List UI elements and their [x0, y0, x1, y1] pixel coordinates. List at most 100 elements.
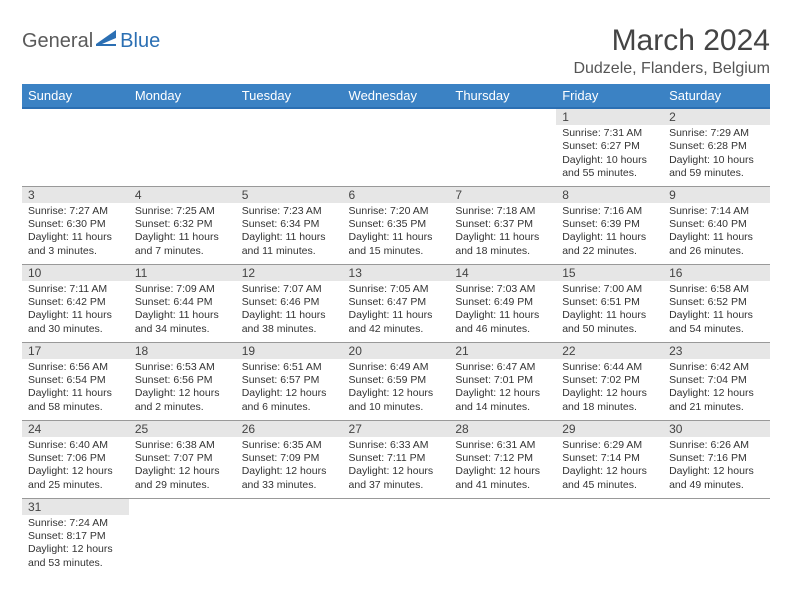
day-header: Friday: [556, 84, 663, 108]
calendar-day-cell: 31Sunrise: 7:24 AMSunset: 8:17 PMDayligh…: [22, 498, 129, 576]
day-number: 19: [236, 343, 343, 359]
page-header: General Blue March 2024 Dudzele, Flander…: [22, 24, 770, 78]
calendar-day-cell: 28Sunrise: 6:31 AMSunset: 7:12 PMDayligh…: [449, 420, 556, 498]
day-number: 24: [22, 421, 129, 437]
calendar-day-cell: [663, 498, 770, 576]
day-number: 23: [663, 343, 770, 359]
title-block: March 2024 Dudzele, Flanders, Belgium: [573, 24, 770, 78]
day-number: 11: [129, 265, 236, 281]
day-number: 28: [449, 421, 556, 437]
calendar-day-cell: 23Sunrise: 6:42 AMSunset: 7:04 PMDayligh…: [663, 342, 770, 420]
calendar-day-cell: 24Sunrise: 6:40 AMSunset: 7:06 PMDayligh…: [22, 420, 129, 498]
location: Dudzele, Flanders, Belgium: [573, 60, 770, 78]
calendar-week-row: 31Sunrise: 7:24 AMSunset: 8:17 PMDayligh…: [22, 498, 770, 576]
day-number: 16: [663, 265, 770, 281]
calendar-week-row: 24Sunrise: 6:40 AMSunset: 7:06 PMDayligh…: [22, 420, 770, 498]
day-details: Sunrise: 6:40 AMSunset: 7:06 PMDaylight:…: [22, 437, 129, 496]
calendar-day-cell: 20Sunrise: 6:49 AMSunset: 6:59 PMDayligh…: [343, 342, 450, 420]
day-details: Sunrise: 6:53 AMSunset: 6:56 PMDaylight:…: [129, 359, 236, 418]
day-details: Sunrise: 6:31 AMSunset: 7:12 PMDaylight:…: [449, 437, 556, 496]
day-number: 14: [449, 265, 556, 281]
day-number: 2: [663, 109, 770, 125]
day-details: Sunrise: 7:18 AMSunset: 6:37 PMDaylight:…: [449, 203, 556, 262]
month-title: March 2024: [573, 24, 770, 58]
calendar-day-cell: 21Sunrise: 6:47 AMSunset: 7:01 PMDayligh…: [449, 342, 556, 420]
day-number: 18: [129, 343, 236, 359]
day-details: Sunrise: 6:38 AMSunset: 7:07 PMDaylight:…: [129, 437, 236, 496]
day-number: 26: [236, 421, 343, 437]
day-details: Sunrise: 7:07 AMSunset: 6:46 PMDaylight:…: [236, 281, 343, 340]
calendar-day-cell: 1Sunrise: 7:31 AMSunset: 6:27 PMDaylight…: [556, 108, 663, 186]
calendar-day-cell: 15Sunrise: 7:00 AMSunset: 6:51 PMDayligh…: [556, 264, 663, 342]
day-details: Sunrise: 7:11 AMSunset: 6:42 PMDaylight:…: [22, 281, 129, 340]
calendar-week-row: 1Sunrise: 7:31 AMSunset: 6:27 PMDaylight…: [22, 108, 770, 186]
day-details: Sunrise: 6:33 AMSunset: 7:11 PMDaylight:…: [343, 437, 450, 496]
calendar-week-row: 10Sunrise: 7:11 AMSunset: 6:42 PMDayligh…: [22, 264, 770, 342]
calendar-day-cell: 22Sunrise: 6:44 AMSunset: 7:02 PMDayligh…: [556, 342, 663, 420]
day-number: 8: [556, 187, 663, 203]
calendar-week-row: 3Sunrise: 7:27 AMSunset: 6:30 PMDaylight…: [22, 186, 770, 264]
calendar-day-cell: [343, 498, 450, 576]
day-details: Sunrise: 6:47 AMSunset: 7:01 PMDaylight:…: [449, 359, 556, 418]
day-number: 7: [449, 187, 556, 203]
day-details: Sunrise: 6:35 AMSunset: 7:09 PMDaylight:…: [236, 437, 343, 496]
day-header: Monday: [129, 84, 236, 108]
day-details: Sunrise: 7:31 AMSunset: 6:27 PMDaylight:…: [556, 125, 663, 184]
calendar-day-cell: 12Sunrise: 7:07 AMSunset: 6:46 PMDayligh…: [236, 264, 343, 342]
calendar-day-cell: 14Sunrise: 7:03 AMSunset: 6:49 PMDayligh…: [449, 264, 556, 342]
calendar-day-cell: [343, 108, 450, 186]
day-details: Sunrise: 7:27 AMSunset: 6:30 PMDaylight:…: [22, 203, 129, 262]
calendar-day-cell: [129, 498, 236, 576]
calendar-day-cell: 29Sunrise: 6:29 AMSunset: 7:14 PMDayligh…: [556, 420, 663, 498]
day-details: Sunrise: 7:24 AMSunset: 8:17 PMDaylight:…: [22, 515, 129, 574]
calendar-day-cell: 7Sunrise: 7:18 AMSunset: 6:37 PMDaylight…: [449, 186, 556, 264]
day-header: Tuesday: [236, 84, 343, 108]
calendar-day-cell: 30Sunrise: 6:26 AMSunset: 7:16 PMDayligh…: [663, 420, 770, 498]
day-number: 22: [556, 343, 663, 359]
day-details: Sunrise: 7:20 AMSunset: 6:35 PMDaylight:…: [343, 203, 450, 262]
day-number: 17: [22, 343, 129, 359]
logo-text-blue: Blue: [120, 30, 160, 53]
day-number: 13: [343, 265, 450, 281]
day-number: 4: [129, 187, 236, 203]
day-details: Sunrise: 7:14 AMSunset: 6:40 PMDaylight:…: [663, 203, 770, 262]
day-number: 12: [236, 265, 343, 281]
calendar-day-cell: 9Sunrise: 7:14 AMSunset: 6:40 PMDaylight…: [663, 186, 770, 264]
day-number: 27: [343, 421, 450, 437]
calendar-day-cell: 16Sunrise: 6:58 AMSunset: 6:52 PMDayligh…: [663, 264, 770, 342]
calendar-day-cell: 6Sunrise: 7:20 AMSunset: 6:35 PMDaylight…: [343, 186, 450, 264]
day-details: Sunrise: 7:16 AMSunset: 6:39 PMDaylight:…: [556, 203, 663, 262]
day-number: 15: [556, 265, 663, 281]
calendar-day-cell: 5Sunrise: 7:23 AMSunset: 6:34 PMDaylight…: [236, 186, 343, 264]
day-details: Sunrise: 6:56 AMSunset: 6:54 PMDaylight:…: [22, 359, 129, 418]
calendar-day-cell: [236, 498, 343, 576]
calendar-table: Sunday Monday Tuesday Wednesday Thursday…: [22, 84, 770, 576]
day-details: Sunrise: 7:03 AMSunset: 6:49 PMDaylight:…: [449, 281, 556, 340]
calendar-day-cell: 19Sunrise: 6:51 AMSunset: 6:57 PMDayligh…: [236, 342, 343, 420]
calendar-day-cell: 13Sunrise: 7:05 AMSunset: 6:47 PMDayligh…: [343, 264, 450, 342]
calendar-day-cell: 11Sunrise: 7:09 AMSunset: 6:44 PMDayligh…: [129, 264, 236, 342]
calendar-day-cell: [449, 498, 556, 576]
day-number: 30: [663, 421, 770, 437]
day-details: Sunrise: 6:44 AMSunset: 7:02 PMDaylight:…: [556, 359, 663, 418]
day-details: Sunrise: 7:23 AMSunset: 6:34 PMDaylight:…: [236, 203, 343, 262]
day-details: Sunrise: 6:26 AMSunset: 7:16 PMDaylight:…: [663, 437, 770, 496]
day-number: 5: [236, 187, 343, 203]
day-number: 9: [663, 187, 770, 203]
day-header: Saturday: [663, 84, 770, 108]
calendar-day-cell: 17Sunrise: 6:56 AMSunset: 6:54 PMDayligh…: [22, 342, 129, 420]
day-details: Sunrise: 6:29 AMSunset: 7:14 PMDaylight:…: [556, 437, 663, 496]
calendar-day-cell: 27Sunrise: 6:33 AMSunset: 7:11 PMDayligh…: [343, 420, 450, 498]
day-number: 10: [22, 265, 129, 281]
day-details: Sunrise: 6:49 AMSunset: 6:59 PMDaylight:…: [343, 359, 450, 418]
day-header-row: Sunday Monday Tuesday Wednesday Thursday…: [22, 84, 770, 108]
calendar-day-cell: 26Sunrise: 6:35 AMSunset: 7:09 PMDayligh…: [236, 420, 343, 498]
calendar-day-cell: [556, 498, 663, 576]
calendar-day-cell: 2Sunrise: 7:29 AMSunset: 6:28 PMDaylight…: [663, 108, 770, 186]
calendar-day-cell: [129, 108, 236, 186]
calendar-day-cell: 3Sunrise: 7:27 AMSunset: 6:30 PMDaylight…: [22, 186, 129, 264]
day-details: Sunrise: 7:05 AMSunset: 6:47 PMDaylight:…: [343, 281, 450, 340]
day-number: 31: [22, 499, 129, 515]
logo: General Blue: [22, 30, 160, 53]
day-number: 3: [22, 187, 129, 203]
